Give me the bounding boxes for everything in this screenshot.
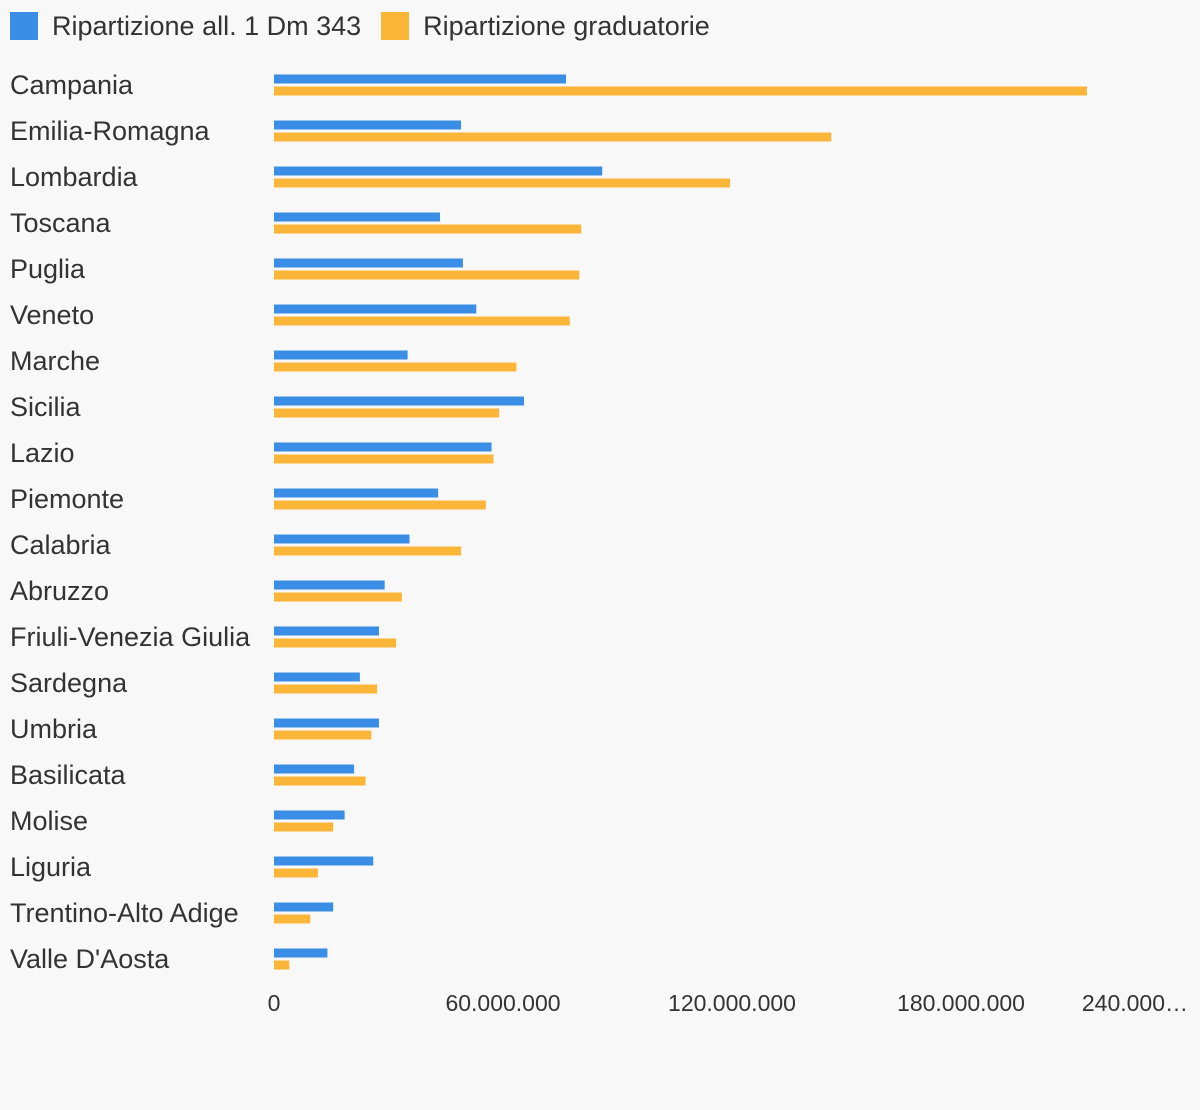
category-label: Friuli-Venezia Giulia [10,622,251,652]
legend-swatch-series-1 [10,12,38,40]
x-tick-label: 240.000… [1082,990,1188,1016]
category-label: Basilicata [10,760,127,790]
bar-series-2[interactable] [274,132,832,142]
bar-series-2[interactable] [274,362,517,372]
category-label: Puglia [10,254,86,284]
bar-series-2[interactable] [274,546,462,556]
bar-series-2[interactable] [274,914,311,924]
bar-series-2[interactable] [274,776,366,786]
bar-series-1[interactable] [274,718,379,728]
bar-series-1[interactable] [274,74,566,84]
category-label: Calabria [10,530,112,560]
bar-series-2[interactable] [274,684,378,694]
bar-series-2[interactable] [274,224,582,234]
x-tick-label: 60.000.000 [445,990,560,1016]
bar-series-2[interactable] [274,730,372,740]
bar-series-1[interactable] [274,212,441,222]
bar-series-2[interactable] [274,960,290,970]
x-tick-label: 120.000.000 [668,990,796,1016]
bar-series-2[interactable] [274,592,402,602]
bar-series-1[interactable] [274,442,492,452]
bar-series-2[interactable] [274,454,494,464]
category-label: Campania [10,70,134,100]
bar-series-1[interactable] [274,120,462,130]
bar-series-1[interactable] [274,856,374,866]
legend-item-series-1[interactable]: Ripartizione all. 1 Dm 343 [10,8,361,44]
bar-series-1[interactable] [274,396,524,406]
category-label: Marche [10,346,100,376]
category-label: Trentino-Alto Adige [10,898,239,928]
category-label: Emilia-Romagna [10,116,211,146]
bar-series-1[interactable] [274,580,385,590]
bar-series-2[interactable] [274,408,500,418]
x-tick-label: 0 [268,990,281,1016]
bar-series-2[interactable] [274,638,397,648]
category-label: Toscana [10,208,112,238]
category-label: Molise [10,806,88,836]
category-label: Piemonte [10,484,124,514]
bar-series-1[interactable] [274,534,410,544]
bar-series-2[interactable] [274,868,318,878]
chart-legend: Ripartizione all. 1 Dm 343 Ripartizione … [10,8,730,44]
category-label: Veneto [10,300,94,330]
category-label: Sicilia [10,392,82,422]
legend-item-series-2[interactable]: Ripartizione graduatorie [381,8,710,44]
bar-series-2[interactable] [274,86,1087,96]
category-label: Lazio [10,438,75,468]
bar-series-1[interactable] [274,902,334,912]
legend-swatch-series-2 [381,12,410,40]
bar-series-2[interactable] [274,270,580,280]
category-label: Lombardia [10,162,139,192]
category-label: Valle D'Aosta [10,944,170,974]
bar-series-2[interactable] [274,822,334,832]
bar-series-2[interactable] [274,316,570,326]
bar-series-2[interactable] [274,178,731,188]
category-label: Liguria [10,852,92,882]
category-label: Umbria [10,714,98,744]
bar-series-1[interactable] [274,350,408,360]
bar-series-1[interactable] [274,764,355,774]
bar-series-1[interactable] [274,948,328,958]
category-label: Sardegna [10,668,128,698]
bar-series-1[interactable] [274,672,360,682]
bar-series-2[interactable] [274,500,486,510]
legend-label-series-1: Ripartizione all. 1 Dm 343 [52,11,362,41]
bar-series-1[interactable] [274,488,439,498]
bar-series-1[interactable] [274,810,345,820]
bar-series-1[interactable] [274,626,379,636]
bar-series-1[interactable] [274,304,477,314]
legend-label-series-2: Ripartizione graduatorie [423,11,710,41]
bar-series-1[interactable] [274,166,603,176]
category-label: Abruzzo [10,576,109,606]
x-tick-label: 180.000.000 [897,990,1025,1016]
bar-series-1[interactable] [274,258,463,268]
